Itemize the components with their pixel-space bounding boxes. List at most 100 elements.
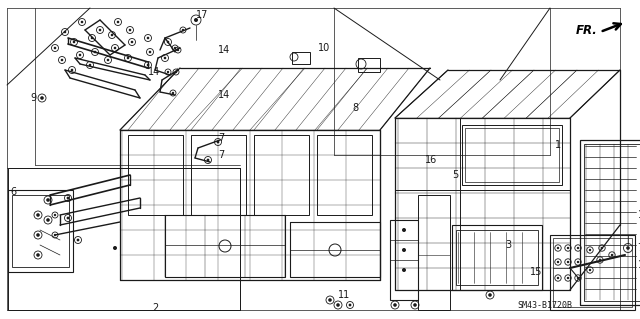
Circle shape: [175, 71, 177, 73]
Circle shape: [67, 217, 69, 219]
Circle shape: [77, 239, 79, 241]
Circle shape: [36, 253, 40, 257]
Circle shape: [99, 29, 101, 31]
Circle shape: [70, 69, 74, 71]
Bar: [128, 135, 183, 215]
Circle shape: [577, 277, 579, 279]
Circle shape: [54, 47, 56, 49]
Circle shape: [557, 247, 559, 249]
Circle shape: [166, 41, 170, 43]
Circle shape: [127, 57, 129, 59]
Text: 7: 7: [218, 150, 224, 160]
Text: 9: 9: [30, 93, 36, 103]
Circle shape: [557, 261, 559, 263]
Circle shape: [402, 228, 406, 232]
Circle shape: [54, 234, 56, 236]
Circle shape: [81, 21, 83, 23]
Circle shape: [172, 92, 174, 94]
Bar: [553, 238, 632, 307]
Circle shape: [93, 51, 96, 53]
Bar: [8, 190, 73, 272]
Circle shape: [113, 246, 117, 250]
Circle shape: [40, 96, 44, 100]
Circle shape: [207, 159, 209, 161]
Circle shape: [182, 29, 184, 31]
Circle shape: [567, 247, 569, 249]
Text: 12: 12: [638, 260, 640, 270]
Circle shape: [131, 41, 133, 43]
Bar: [191, 135, 246, 215]
Text: 7: 7: [637, 243, 640, 253]
Circle shape: [167, 71, 169, 73]
Circle shape: [599, 259, 601, 261]
Circle shape: [36, 213, 40, 217]
Circle shape: [567, 277, 569, 279]
Circle shape: [36, 233, 40, 237]
Text: 2: 2: [152, 303, 158, 313]
Circle shape: [557, 277, 559, 279]
Circle shape: [216, 141, 220, 144]
Circle shape: [46, 198, 50, 202]
Bar: [462, 125, 562, 185]
Text: 7: 7: [218, 133, 224, 143]
Text: 17: 17: [196, 10, 209, 20]
Circle shape: [611, 254, 613, 256]
Bar: [465, 128, 559, 182]
Bar: [165, 215, 285, 277]
Circle shape: [393, 303, 397, 307]
Circle shape: [413, 303, 417, 307]
Bar: [292, 52, 310, 64]
Text: 6: 6: [10, 187, 16, 197]
Circle shape: [147, 64, 149, 66]
Text: 5: 5: [452, 170, 458, 180]
Circle shape: [349, 304, 351, 307]
Bar: [8, 168, 240, 310]
Text: 11: 11: [338, 290, 350, 300]
Bar: [418, 195, 450, 310]
Text: 16: 16: [425, 155, 437, 165]
Text: 8: 8: [352, 103, 358, 113]
Circle shape: [73, 41, 76, 43]
Text: 10: 10: [318, 43, 330, 53]
Circle shape: [626, 246, 630, 250]
Circle shape: [107, 59, 109, 61]
Circle shape: [567, 261, 569, 263]
Circle shape: [46, 218, 50, 222]
Circle shape: [577, 247, 579, 249]
Text: 15: 15: [530, 267, 542, 277]
Circle shape: [116, 21, 119, 23]
Circle shape: [91, 37, 93, 39]
Circle shape: [64, 31, 67, 33]
Bar: [317, 135, 372, 215]
Bar: [550, 235, 635, 310]
Circle shape: [336, 303, 340, 307]
Circle shape: [67, 197, 69, 199]
Circle shape: [89, 64, 92, 66]
Bar: [390, 220, 418, 300]
Circle shape: [402, 268, 406, 272]
Circle shape: [589, 249, 591, 251]
Circle shape: [54, 214, 56, 216]
Circle shape: [164, 57, 166, 59]
Text: 14: 14: [218, 90, 230, 100]
Text: 14: 14: [148, 67, 160, 77]
Bar: [580, 140, 640, 305]
Circle shape: [147, 37, 149, 39]
Circle shape: [114, 47, 116, 49]
Circle shape: [129, 29, 131, 31]
Text: 3: 3: [505, 240, 511, 250]
Bar: [452, 225, 542, 290]
Circle shape: [402, 248, 406, 252]
Text: 14: 14: [218, 45, 230, 55]
Bar: [584, 144, 640, 301]
Text: 13: 13: [638, 210, 640, 220]
Bar: [358, 58, 380, 72]
Circle shape: [328, 298, 332, 302]
Text: SM43-B1720B: SM43-B1720B: [518, 300, 573, 309]
Circle shape: [194, 18, 198, 22]
Bar: [254, 135, 309, 215]
Circle shape: [577, 261, 579, 263]
Circle shape: [61, 59, 63, 61]
Circle shape: [174, 47, 176, 49]
Bar: [12, 195, 69, 267]
